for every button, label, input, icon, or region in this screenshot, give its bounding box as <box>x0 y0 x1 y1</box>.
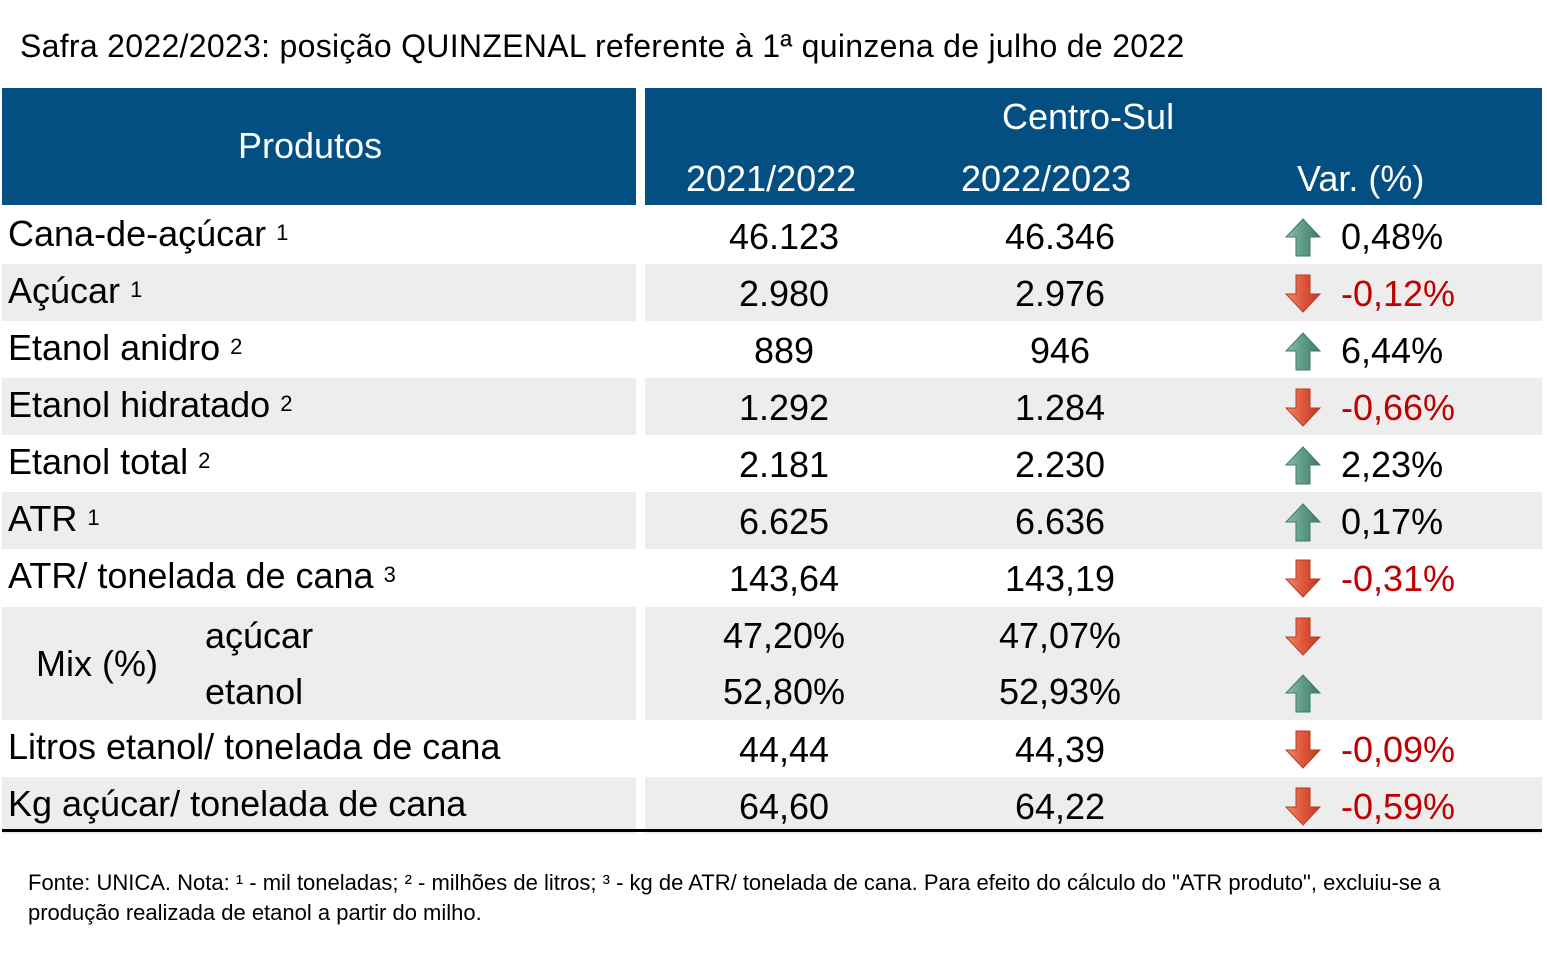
value-2022-2023: 44,39 <box>1014 729 1106 770</box>
table-row: Etanol hidratado 2 1.292 1.284 -0,66% <box>0 378 1547 435</box>
mix-label: Mix (%) <box>36 643 158 684</box>
row-label: Litros etanol/ tonelada de cana <box>8 726 501 767</box>
table-row: ATR 1 6.625 6.636 0,17% <box>0 492 1547 549</box>
table-row: Litros etanol/ tonelada de cana 44,44 44,3… <box>0 720 1547 777</box>
table-bottom-border <box>2 829 1542 832</box>
arrow-up-icon <box>1285 446 1321 485</box>
mix-sugar-label: açúcar <box>205 615 314 656</box>
arrow-up-icon <box>1285 218 1321 257</box>
header-col-var: Var. (%) <box>1297 158 1425 199</box>
table-row: Cana-de-açúcar 1 46.123 46.346 0,48% <box>0 207 1547 264</box>
value-2021-2022: 143,64 <box>728 558 840 599</box>
value-2021-2022: 46.123 <box>728 216 840 257</box>
mix-ethanol-2022-2023: 52,93% <box>998 671 1122 712</box>
arrow-down-icon <box>1285 787 1321 826</box>
mix-sugar-2022-2023: 47,07% <box>998 615 1122 656</box>
row-label-footnote-marker: 2 <box>230 334 243 359</box>
mix-ethanol-2021-2022: 52,80% <box>722 671 846 712</box>
header-region-label: Centro-Sul <box>1002 96 1175 137</box>
table-row: ATR/ tonelada de cana 3 143,64 143,19 -0,31… <box>0 549 1547 606</box>
row-label: ATR/ tonelada de cana 3 <box>8 555 396 596</box>
value-2022-2023: 64,22 <box>1014 786 1106 827</box>
value-2021-2022: 2.181 <box>738 444 830 485</box>
row-label-footnote-marker: 3 <box>383 562 396 587</box>
row-label: Etanol total 2 <box>8 441 211 482</box>
value-2021-2022: 64,60 <box>738 786 830 827</box>
table-row: Etanol anidro 2 889 946 6,44% <box>0 321 1547 378</box>
mix-sugar-2021-2022: 47,20% <box>722 615 846 656</box>
value-2021-2022: 889 <box>753 330 815 371</box>
arrow-down-icon <box>1285 388 1321 427</box>
variation-value: -0,59% <box>1341 786 1456 827</box>
row-label: Etanol anidro 2 <box>8 327 243 368</box>
arrow-up-icon <box>1285 674 1321 713</box>
row-label: Etanol hidratado 2 <box>8 384 293 425</box>
row-label: Cana-de-açúcar 1 <box>8 213 289 254</box>
variation-value: -0,12% <box>1341 273 1456 314</box>
variation-value: 0,17% <box>1341 501 1444 542</box>
arrow-down-icon <box>1285 617 1321 656</box>
row-label-footnote-marker: 2 <box>280 391 293 416</box>
row-label-footnote-marker: 1 <box>87 505 100 530</box>
value-2021-2022: 2.980 <box>738 273 830 314</box>
row-label-footnote-marker: 1 <box>276 220 289 245</box>
arrow-up-icon <box>1285 503 1321 542</box>
value-2022-2023: 2.230 <box>1014 444 1106 485</box>
header-col-2022-2023: 2022/2023 <box>961 158 1132 199</box>
variation-value: -0,09% <box>1341 729 1456 770</box>
value-2022-2023: 143,19 <box>1004 558 1116 599</box>
variation-value: 0,48% <box>1341 216 1444 257</box>
variation-value: 6,44% <box>1341 330 1444 371</box>
arrow-down-icon <box>1285 274 1321 313</box>
header-products-label: Produtos <box>238 125 383 166</box>
row-label: ATR 1 <box>8 498 100 539</box>
table-row-mix: Mix (%) açúcar etanol 47,20% 47,07% 52,8… <box>0 607 1547 720</box>
arrow-down-icon <box>1285 730 1321 769</box>
table-row: Etanol total 2 2.181 2.230 2,23% <box>0 435 1547 492</box>
value-2022-2023: 946 <box>1029 330 1091 371</box>
value-2022-2023: 46.346 <box>1004 216 1116 257</box>
footnote: Fonte: UNICA. Nota: ¹ - mil toneladas; ²… <box>28 870 1441 925</box>
header-products-cell: Produtos <box>2 88 636 205</box>
row-label-footnote-marker: 1 <box>130 277 143 302</box>
value-2022-2023: 6.636 <box>1014 501 1106 542</box>
table-row: Açúcar 1 2.980 2.976 -0,12% <box>0 264 1547 321</box>
header-col-2021-2022: 2021/2022 <box>686 158 857 199</box>
row-label: Kg açúcar/ tonelada de cana <box>8 783 467 824</box>
value-2021-2022: 1.292 <box>738 387 830 428</box>
variation-value: -0,66% <box>1341 387 1456 428</box>
value-2021-2022: 44,44 <box>738 729 830 770</box>
mix-ethanol-label: etanol <box>205 671 304 712</box>
variation-value: 2,23% <box>1341 444 1444 485</box>
table-row: Kg açúcar/ tonelada de cana 64,60 64,22 -0,… <box>0 777 1547 834</box>
value-2022-2023: 2.976 <box>1014 273 1106 314</box>
row-label: Açúcar 1 <box>8 270 143 311</box>
arrow-down-icon <box>1285 559 1321 598</box>
variation-value: -0,31% <box>1341 558 1456 599</box>
row-label-footnote-marker: 2 <box>198 448 211 473</box>
header-region-cell: Centro-Sul 2021/2022 2022/2023 Var. (%) <box>645 88 1542 205</box>
value-2022-2023: 1.284 <box>1014 387 1106 428</box>
page-title: Safra 2022/2023: posição QUINZENAL refer… <box>20 28 1185 64</box>
arrow-up-icon <box>1285 332 1321 371</box>
value-2021-2022: 6.625 <box>738 501 830 542</box>
